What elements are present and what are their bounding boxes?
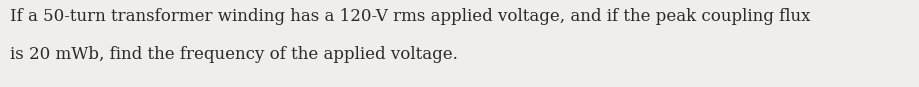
Text: is 20 mWb, find the frequency of the applied voltage.: is 20 mWb, find the frequency of the app… [10, 46, 458, 63]
Text: If a 50-turn transformer winding has a 120-V rms applied voltage, and if the pea: If a 50-turn transformer winding has a 1… [10, 8, 811, 25]
